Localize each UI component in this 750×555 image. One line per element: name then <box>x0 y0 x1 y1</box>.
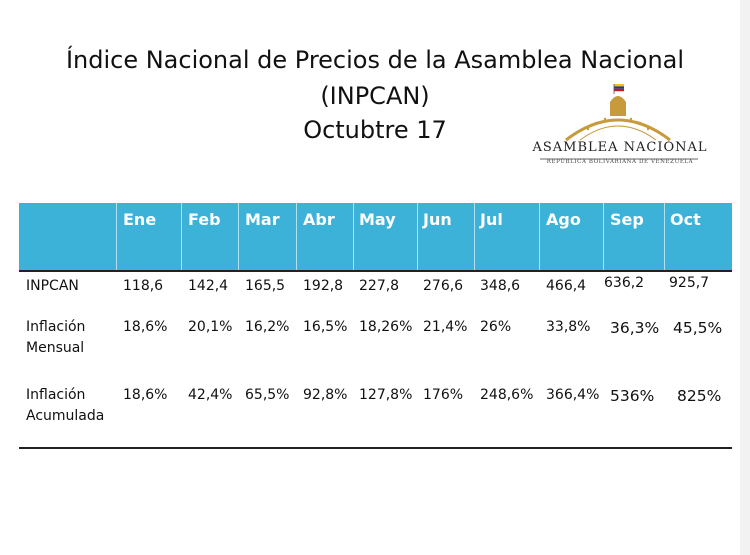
dome-inner-arc <box>579 125 657 141</box>
month-header-jul: Jul <box>480 210 503 229</box>
table-cell: 45,5% <box>673 319 723 337</box>
row-label-inflacion-mensual: Inflación Mensual <box>26 317 85 359</box>
table-cell: 825% <box>677 387 722 405</box>
month-header-oct: Oct <box>670 210 701 229</box>
table-cell: 33,8% <box>546 319 591 335</box>
star-dot <box>629 117 633 121</box>
header-divider <box>116 203 117 270</box>
header-divider <box>539 203 540 270</box>
table-cell: 65,5% <box>245 387 290 403</box>
table-top-rule <box>19 270 732 272</box>
table-cell: 92,8% <box>303 387 348 403</box>
title-line-3: Octubtre 17 <box>303 116 447 144</box>
star-dot <box>594 121 598 125</box>
table-cell: 18,6% <box>123 319 168 335</box>
table-cell: 366,4% <box>546 387 600 403</box>
table-cell: 348,6 <box>480 278 521 294</box>
table-cell: 118,6 <box>123 278 164 294</box>
row-label-text-line2: Mensual <box>26 340 85 356</box>
table-cell: 636,2 <box>604 275 645 291</box>
table-cell: 127,8% <box>359 387 413 403</box>
header-divider <box>603 203 604 270</box>
table-cell: 227,8 <box>359 278 400 294</box>
star-dot <box>638 121 642 125</box>
table-cell: 18,6% <box>123 387 168 403</box>
flag-stripe-blue <box>614 86 624 89</box>
flag-stripe-yellow <box>614 84 624 87</box>
table-cell: 16,5% <box>303 319 348 335</box>
table-cell: 165,5 <box>245 278 286 294</box>
table-cell: 20,1% <box>188 319 233 335</box>
month-header-abr: Abr <box>303 210 335 229</box>
logo-name: ASAMBLEA NACIONAL <box>532 140 708 155</box>
header-divider <box>238 203 239 270</box>
header-divider <box>296 203 297 270</box>
flag-stripe-red <box>614 88 624 92</box>
table-cell: 276,6 <box>423 278 464 294</box>
table-cell: 925,7 <box>669 275 710 291</box>
table-cell: 536% <box>610 387 655 405</box>
row-label-text: Inflación <box>26 387 86 403</box>
row-label-inpcan: INPCAN <box>26 276 79 297</box>
star-dot <box>646 127 650 131</box>
title-line-2: (INPCAN) <box>320 82 430 110</box>
month-header-ago: Ago <box>546 210 581 229</box>
title-line-1: Índice Nacional de Precios de la Asamble… <box>65 46 685 74</box>
header-divider <box>664 203 665 270</box>
dome-cap <box>610 96 626 102</box>
table-cell: 18,26% <box>359 319 413 335</box>
table-cell: 176% <box>423 387 464 403</box>
table-cell: 21,4% <box>423 319 468 335</box>
table-cell: 16,2% <box>245 319 290 335</box>
table-cell: 42,4% <box>188 387 233 403</box>
logo-subtitle: REPÚBLICA BOLIVARIANA DE VENEZUELA <box>546 159 694 165</box>
asamblea-nacional-logo <box>540 84 698 160</box>
month-header-mar: Mar <box>245 210 280 229</box>
table-cell: 248,6% <box>480 387 534 403</box>
row-label-inflacion-acumulada: Inflación Acumulada <box>26 385 104 427</box>
row-label-text: Inflación <box>26 319 86 335</box>
header-divider <box>181 203 182 270</box>
table-header-row: Ene Feb Mar Abr May Jun Jul Ago Sep Oct <box>19 203 732 270</box>
month-header-feb: Feb <box>188 210 221 229</box>
month-header-ene: Ene <box>123 210 157 229</box>
header-divider <box>353 203 354 270</box>
header-divider <box>417 203 418 270</box>
month-header-sep: Sep <box>610 210 644 229</box>
star-dot <box>603 117 607 121</box>
table-bottom-rule <box>19 447 732 449</box>
table-cell: 36,3% <box>610 319 660 337</box>
star-dot <box>586 127 590 131</box>
dome-arc <box>565 118 671 142</box>
table-cell: 142,4 <box>188 278 229 294</box>
table-cell: 466,4 <box>546 278 587 294</box>
table-cell: 26% <box>480 319 512 335</box>
month-header-jun: Jun <box>423 210 452 229</box>
row-label-text: INPCAN <box>26 278 79 294</box>
dome-base <box>610 102 626 116</box>
row-label-text-line2: Acumulada <box>26 408 105 424</box>
month-header-may: May <box>359 210 396 229</box>
header-divider <box>474 203 475 270</box>
table-cell: 192,8 <box>303 278 344 294</box>
